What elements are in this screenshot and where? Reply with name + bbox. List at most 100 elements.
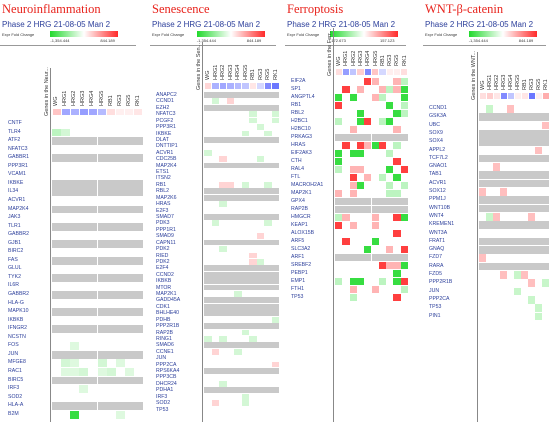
heatmap-cell bbox=[264, 111, 272, 118]
column-header-swatch bbox=[107, 109, 116, 115]
heatmap-cell bbox=[106, 188, 116, 197]
heatmap-cell bbox=[535, 246, 542, 254]
heatmap-cell bbox=[521, 212, 528, 221]
heatmap-cell bbox=[106, 342, 116, 351]
gene-label: PDK3 bbox=[156, 220, 170, 227]
heatmap-cell bbox=[528, 271, 535, 279]
heatmap-cell bbox=[226, 136, 234, 143]
heatmap-cell bbox=[219, 207, 227, 214]
heatmap-cell bbox=[204, 124, 212, 130]
heatmap-cell bbox=[106, 299, 116, 308]
gene-label: MAP2K1 bbox=[156, 291, 177, 298]
panel-subtitle: Phase 2 HRG 21-08-05 Man 2 bbox=[425, 20, 534, 29]
gene-label: PPP2CA bbox=[156, 361, 177, 368]
heatmap-cell bbox=[211, 297, 219, 304]
heatmap-cell bbox=[133, 367, 143, 376]
heatmap-cell bbox=[226, 400, 234, 406]
heatmap-cell bbox=[364, 278, 372, 286]
heatmap-cell bbox=[211, 400, 219, 406]
heatmap-cell bbox=[542, 254, 549, 263]
gene-label: IKBKE bbox=[8, 179, 24, 186]
heatmap-cell bbox=[335, 270, 343, 278]
legend-caption: Expr Fold Change bbox=[287, 32, 320, 37]
column-header: HRG2 bbox=[71, 90, 78, 106]
heatmap-cell bbox=[241, 92, 249, 98]
heatmap-cell bbox=[124, 316, 134, 325]
heatmap-cell bbox=[335, 198, 343, 206]
gene-label: ITSN2 bbox=[156, 175, 171, 182]
heatmap-cell bbox=[386, 278, 394, 286]
panel-divider bbox=[150, 45, 276, 46]
heatmap-cell bbox=[133, 376, 143, 385]
heatmap-cell bbox=[70, 402, 80, 411]
heatmap-cell bbox=[378, 230, 387, 238]
heatmap-cell bbox=[241, 252, 249, 259]
heatmap-cell bbox=[241, 342, 249, 349]
heatmap-cell bbox=[249, 400, 257, 406]
heatmap-cell bbox=[349, 294, 357, 302]
heatmap-cell bbox=[226, 335, 234, 342]
gene-label: IL34 bbox=[8, 188, 19, 195]
heatmap-cell bbox=[226, 284, 234, 291]
heatmap-cell bbox=[115, 325, 125, 334]
heatmap-cell bbox=[234, 380, 242, 387]
heatmap-cell bbox=[271, 303, 279, 310]
heatmap-cell bbox=[371, 270, 379, 278]
heatmap-cell bbox=[52, 342, 62, 351]
heatmap-cell bbox=[70, 128, 80, 137]
heatmap-cell bbox=[493, 246, 500, 254]
heatmap-cell bbox=[70, 179, 80, 188]
heatmap-cell bbox=[271, 149, 279, 156]
heatmap-cell bbox=[264, 374, 272, 381]
gene-label: MAP2K1 bbox=[291, 190, 312, 196]
heatmap-cell bbox=[61, 256, 71, 265]
heatmap-cell bbox=[97, 120, 107, 128]
heatmap-cell bbox=[106, 214, 116, 222]
heatmap-cell bbox=[371, 190, 379, 198]
heatmap-cell bbox=[106, 385, 116, 393]
heatmap-cell bbox=[256, 361, 264, 368]
heatmap-cell bbox=[400, 278, 408, 286]
heatmap-cell bbox=[234, 117, 242, 124]
panel-title: Senescence bbox=[152, 2, 210, 16]
heatmap-cell bbox=[400, 230, 408, 238]
heatmap-cell bbox=[226, 213, 234, 220]
heatmap-cell bbox=[226, 149, 234, 156]
column-header-swatch bbox=[535, 93, 542, 99]
heatmap-cell bbox=[500, 262, 507, 271]
heatmap-cell bbox=[479, 254, 486, 263]
column-header: RB1 bbox=[522, 79, 528, 90]
gene-label: PPP2R1B bbox=[156, 323, 180, 330]
heatmap-cell bbox=[88, 171, 98, 180]
heatmap-cell bbox=[61, 214, 71, 222]
heatmap-cell bbox=[486, 229, 493, 238]
heatmap-cell bbox=[342, 246, 350, 254]
heatmap-cell bbox=[528, 163, 535, 171]
heatmap-cell bbox=[79, 385, 89, 393]
heatmap-cell bbox=[271, 175, 279, 182]
heatmap-cell bbox=[124, 282, 134, 291]
heatmap-cell bbox=[349, 94, 357, 102]
heatmap-cell bbox=[204, 104, 212, 111]
heatmap-cell bbox=[115, 367, 125, 376]
heatmap-cell bbox=[97, 410, 107, 419]
heatmap-cell bbox=[479, 171, 486, 180]
heatmap-cell bbox=[226, 188, 234, 195]
gene-label: GADD45A bbox=[156, 297, 181, 304]
heatmap-cell bbox=[264, 406, 272, 413]
heatmap-cell bbox=[271, 111, 279, 118]
gene-label: DLAT bbox=[156, 136, 169, 143]
heatmap-cell bbox=[226, 271, 234, 278]
gene-label: NCSTN bbox=[8, 333, 26, 340]
heatmap-cell bbox=[535, 121, 542, 130]
gene-label: EIF2A bbox=[291, 78, 306, 84]
heatmap-cell bbox=[264, 188, 272, 195]
heatmap-cell bbox=[204, 162, 212, 169]
heatmap-cell bbox=[528, 304, 535, 312]
heatmap-cell bbox=[70, 171, 80, 180]
heatmap-cell bbox=[393, 254, 401, 262]
heatmap-cell bbox=[211, 104, 219, 111]
heatmap-cell bbox=[70, 410, 80, 419]
heatmap-cell bbox=[52, 196, 62, 205]
heatmap-cell bbox=[70, 291, 80, 299]
